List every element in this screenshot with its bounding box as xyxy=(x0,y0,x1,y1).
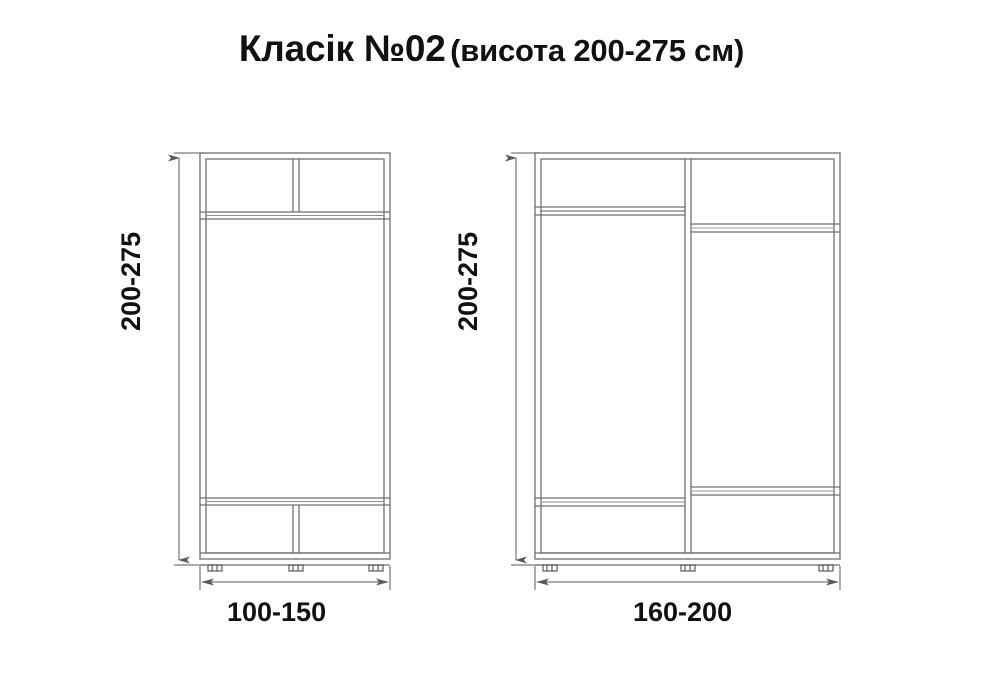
page-title-subtitle: (висота 200-275 см) xyxy=(450,33,745,68)
left-cabinet-foot xyxy=(368,564,384,572)
right-cabinet-drawing xyxy=(534,152,841,572)
right-cabinet-foot xyxy=(818,564,834,572)
right-cabinet-foot xyxy=(542,564,558,572)
page-title: Класік №02 (висота 200-275 см) xyxy=(0,28,983,70)
right-cabinet-inner-body xyxy=(540,158,835,554)
page-title-main: Класік №02 xyxy=(238,28,446,69)
right-cabinet-outer-body xyxy=(534,152,841,560)
left-cabinet-outer-body xyxy=(199,152,391,560)
left-cabinet-drawing xyxy=(199,152,391,572)
left-cabinet-foot xyxy=(207,564,223,572)
right-cabinet-height-label: 200-275 xyxy=(453,231,483,331)
right-cabinet-dimensions xyxy=(505,152,841,590)
right-cabinet-foot xyxy=(680,564,696,572)
left-cabinet-foot xyxy=(288,564,304,572)
right-cabinet-width-label: 160-200 xyxy=(633,597,733,627)
left-cabinet-dimensions xyxy=(168,152,391,590)
left-cabinet-height-label: 200-275 xyxy=(116,231,146,331)
left-cabinet-inner-body xyxy=(205,158,385,554)
left-cabinet-width-label: 100-150 xyxy=(227,597,327,627)
